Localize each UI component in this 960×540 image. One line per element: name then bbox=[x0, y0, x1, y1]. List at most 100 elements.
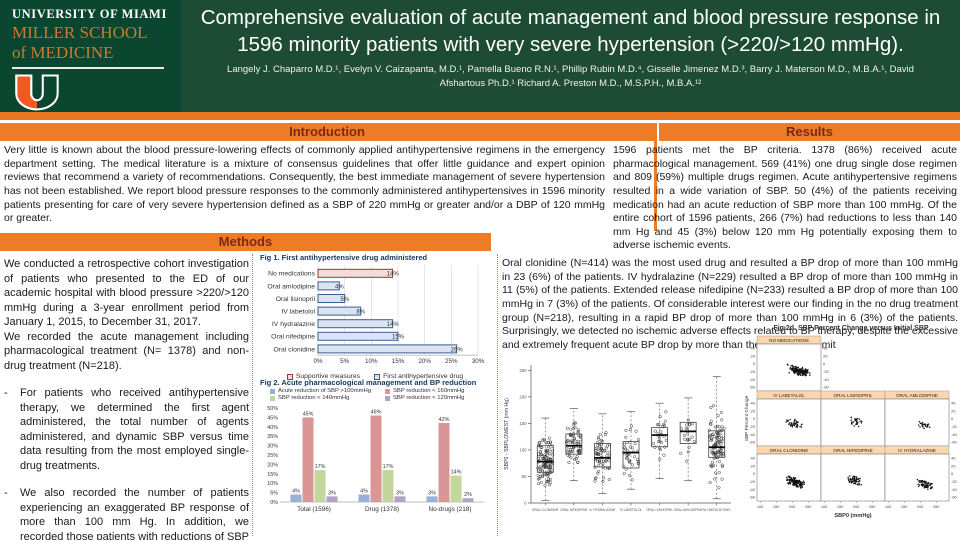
svg-text:-60: -60 bbox=[749, 385, 756, 390]
bullet-dash-icon: - bbox=[4, 387, 8, 400]
svg-text:-60: -60 bbox=[749, 495, 756, 500]
poster-title: Comprehensive evaluation of acute manage… bbox=[200, 6, 941, 56]
svg-text:-60: -60 bbox=[951, 495, 958, 500]
introduction-text: Very little is known about the blood pre… bbox=[4, 144, 605, 225]
svg-text:0%: 0% bbox=[270, 500, 278, 506]
svg-text:5%: 5% bbox=[340, 358, 350, 365]
svg-text:ORAL AMLODIPINE: ORAL AMLODIPINE bbox=[674, 508, 703, 512]
svg-text:0: 0 bbox=[753, 361, 756, 366]
svg-text:200: 200 bbox=[789, 505, 795, 509]
column-divider-orange bbox=[654, 123, 657, 231]
miami-u-icon bbox=[12, 73, 181, 116]
svg-text:ORAL LISINOPRIL: ORAL LISINOPRIL bbox=[834, 393, 873, 398]
svg-text:200: 200 bbox=[519, 394, 527, 399]
svg-text:ORAL NIFEDIPINE: ORAL NIFEDIPINE bbox=[833, 448, 872, 453]
svg-text:26%: 26% bbox=[451, 347, 464, 353]
column-divider-middle bbox=[497, 254, 498, 536]
svg-text:-60: -60 bbox=[749, 440, 756, 445]
svg-text:250: 250 bbox=[869, 505, 875, 509]
svg-text:ORAL LISINOPRIL: ORAL LISINOPRIL bbox=[646, 508, 673, 512]
university-logo: UNIVERSITY OF MIAMI MILLER SCHOOL of MED… bbox=[0, 0, 181, 112]
svg-text:100: 100 bbox=[519, 448, 527, 453]
svg-text:40: 40 bbox=[823, 345, 828, 350]
svg-text:45%: 45% bbox=[303, 411, 314, 417]
poster-authors: Langely J. Chaparro M.D.¹, Evelyn V. Cai… bbox=[227, 64, 914, 90]
svg-text:15%: 15% bbox=[392, 358, 405, 365]
svg-text:-40: -40 bbox=[823, 377, 830, 382]
svg-text:15%: 15% bbox=[392, 335, 405, 341]
svg-text:-20: -20 bbox=[749, 424, 756, 429]
svg-text:5%: 5% bbox=[270, 491, 278, 497]
methods-paragraph-1: We conducted a retrospective cohort inve… bbox=[4, 258, 249, 329]
svg-text:42%: 42% bbox=[439, 417, 450, 423]
svg-text:30%: 30% bbox=[267, 444, 278, 450]
svg-text:40: 40 bbox=[751, 345, 756, 350]
svg-text:-40: -40 bbox=[749, 432, 756, 437]
results-paragraph-1: 1596 patients met the BP criteria. 1378 … bbox=[613, 144, 957, 252]
svg-text:150: 150 bbox=[773, 505, 779, 509]
svg-text:40: 40 bbox=[751, 400, 756, 405]
svg-text:0: 0 bbox=[753, 471, 756, 476]
svg-text:ORAL CLONIDINE: ORAL CLONIDINE bbox=[532, 508, 559, 512]
svg-text:14%: 14% bbox=[451, 470, 462, 476]
svg-text:IV labetolol: IV labetolol bbox=[281, 309, 315, 316]
svg-text:100: 100 bbox=[821, 505, 827, 509]
svg-text:-20: -20 bbox=[749, 479, 756, 484]
svg-text:20: 20 bbox=[823, 353, 828, 358]
section-heading-introduction: Introduction bbox=[0, 123, 654, 141]
svg-text:0: 0 bbox=[951, 471, 954, 476]
svg-text:Oral amlodipine: Oral amlodipine bbox=[267, 283, 315, 290]
bullet-dash-icon: - bbox=[4, 487, 8, 500]
svg-text:Drug (1378): Drug (1378) bbox=[365, 506, 399, 513]
svg-text:30%: 30% bbox=[472, 358, 485, 365]
header-orange-stripe bbox=[0, 112, 960, 120]
svg-text:40%: 40% bbox=[267, 425, 278, 431]
svg-text:20: 20 bbox=[751, 408, 756, 413]
title-block: Comprehensive evaluation of acute manage… bbox=[181, 0, 960, 112]
results-paragraph-2: Oral clonidine (N=414) was the most used… bbox=[502, 257, 958, 351]
svg-text:46%: 46% bbox=[371, 410, 382, 416]
fig2d-scatter-trellis: Fig 2d. SBP Percent Change versus Initia… bbox=[744, 325, 958, 519]
logo-school-name: MILLER SCHOOL bbox=[12, 23, 148, 42]
section-heading-results: Results bbox=[659, 123, 960, 141]
svg-text:250: 250 bbox=[519, 368, 527, 373]
svg-text:No-drugs (218): No-drugs (218) bbox=[429, 506, 472, 513]
svg-text:25%: 25% bbox=[267, 453, 278, 459]
svg-text:250: 250 bbox=[805, 505, 811, 509]
svg-text:15%: 15% bbox=[267, 472, 278, 478]
svg-text:20%: 20% bbox=[418, 358, 431, 365]
svg-text:17%: 17% bbox=[315, 464, 326, 470]
svg-text:8%: 8% bbox=[356, 310, 365, 316]
svg-text:IV hydralazine: IV hydralazine bbox=[272, 321, 315, 328]
svg-text:-60: -60 bbox=[951, 440, 958, 445]
svg-text:IV HYDRALAZINE: IV HYDRALAZINE bbox=[898, 448, 936, 453]
svg-text:NO MEDICATIONS: NO MEDICATIONS bbox=[769, 338, 809, 343]
svg-text:50%: 50% bbox=[267, 406, 278, 412]
svg-text:17%: 17% bbox=[383, 464, 394, 470]
svg-text:4%: 4% bbox=[292, 488, 300, 494]
svg-text:NO MEDICATIONS: NO MEDICATIONS bbox=[703, 508, 731, 512]
svg-text:-60: -60 bbox=[823, 385, 830, 390]
svg-text:0%: 0% bbox=[313, 358, 323, 365]
svg-text:45%: 45% bbox=[267, 415, 278, 421]
methods-text: We conducted a retrospective cohort inve… bbox=[4, 257, 249, 540]
svg-text:150: 150 bbox=[519, 421, 527, 426]
svg-text:ORAL CLONIDINE: ORAL CLONIDINE bbox=[770, 448, 809, 453]
svg-text:SBP0 (mmHg): SBP0 (mmHg) bbox=[834, 513, 871, 519]
fig2-bp-reduction-bar-chart: Fig 2. Acute pharmacological management … bbox=[260, 378, 484, 513]
svg-text:50: 50 bbox=[522, 474, 527, 479]
svg-text:100: 100 bbox=[757, 505, 763, 509]
svg-text:20: 20 bbox=[751, 353, 756, 358]
svg-text:SBP0 - SBPLOWEST (mm Hg): SBP0 - SBPLOWEST (mm Hg) bbox=[504, 398, 510, 470]
svg-text:40: 40 bbox=[951, 400, 956, 405]
svg-text:150: 150 bbox=[901, 505, 907, 509]
sbp-drop-boxplot: 0 50 100 150 200 250 SBP0 - SBPLOWEST (mm Hg) O… bbox=[501, 357, 741, 539]
svg-text:3%: 3% bbox=[328, 490, 336, 496]
svg-text:3%: 3% bbox=[396, 490, 404, 496]
methods-paragraph-2: We recorded the acute management includi… bbox=[4, 330, 249, 372]
svg-text:0: 0 bbox=[823, 361, 826, 366]
svg-text:20: 20 bbox=[751, 463, 756, 468]
svg-text:4%: 4% bbox=[335, 284, 344, 290]
svg-text:20: 20 bbox=[951, 463, 956, 468]
